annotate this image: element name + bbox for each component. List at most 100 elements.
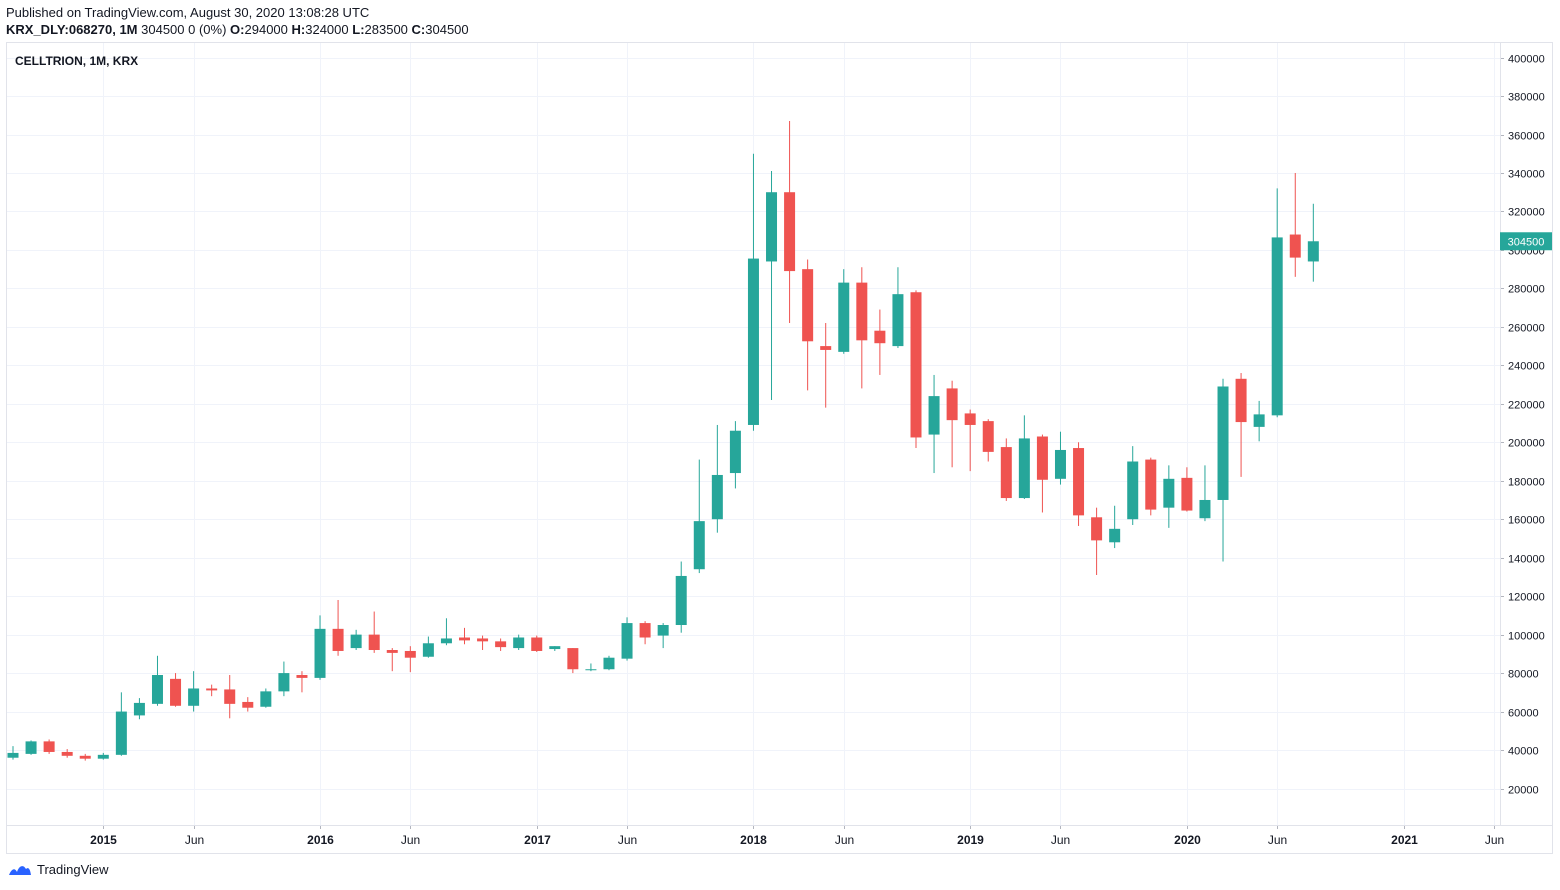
candle-body [766,192,778,262]
candle-body [477,638,489,642]
tradingview-brand[interactable]: TradingView [8,862,109,877]
candle [1000,438,1012,501]
candle-body [1054,449,1066,479]
brand-label: TradingView [37,862,109,877]
x-tick-label: Jun [1268,833,1287,847]
candle-body [1235,378,1247,423]
x-tick-label: 2018 [740,833,767,847]
candle-body [964,413,976,425]
candle [1073,442,1085,526]
candle-body [946,388,958,421]
candle [115,692,127,756]
low-value: 283500 [364,22,408,37]
candle-body [133,702,145,716]
chart-frame [6,42,1553,854]
candle [440,618,452,646]
candle [170,673,182,707]
candle-body [495,641,507,648]
candle [856,267,868,389]
candle [549,646,561,651]
candle [1289,172,1301,277]
candle [133,698,145,720]
close-label: C: [411,22,426,37]
candle [946,380,958,468]
candle-body [260,691,272,707]
candle [459,627,470,645]
y-tick-label: 340000 [1508,169,1545,181]
open-value: 294000 [244,22,288,37]
candle-body [1000,447,1012,499]
x-tick-label: 2020 [1174,833,1201,847]
y-tick-label: 380000 [1508,92,1545,104]
last-price-label: 304500 [1508,236,1545,248]
candle [657,623,669,649]
candle [621,617,633,661]
candle-body [61,751,73,756]
candle [982,419,994,462]
candle [1163,465,1175,528]
ohlc-header: KRX_DLY:068270, 1M 304500 0 (0%) O:29400… [6,22,469,37]
y-tick-label: 120000 [1508,592,1545,604]
grid [7,43,1500,825]
candle [1018,415,1030,500]
candle-body [675,575,687,626]
candle [43,739,55,754]
candle [278,661,290,697]
y-tick-label: 40000 [1508,746,1539,758]
candle [1091,507,1103,575]
candle [350,629,362,651]
candle [386,648,398,672]
x-tick-label: Jun [618,833,637,847]
candle [747,153,759,431]
candle [404,646,416,673]
open-label: O: [230,22,245,37]
x-tick-label: Jun [1051,833,1070,847]
candle-body [1109,528,1121,543]
candle-body [404,650,416,658]
candle-body [838,282,850,352]
candle [25,740,37,755]
candle [784,121,796,324]
candle-body [603,657,615,670]
candle-body [7,752,19,758]
candle [224,675,236,719]
candle-body [350,634,362,649]
candle-body [296,675,308,678]
candle [296,671,308,693]
symbol-text: KRX_DLY:068270, 1M [6,22,138,37]
y-tick-label: 160000 [1508,515,1545,527]
candle-body [1145,459,1157,510]
candle-body [1018,438,1030,499]
candle-body [711,474,723,520]
candle-body [170,678,182,706]
candle-body [79,755,91,759]
candle-body [1307,241,1319,262]
candle-body [657,625,669,636]
candle-body [1091,517,1103,541]
candle [874,309,886,375]
candles [7,121,1319,761]
candle-body [115,711,127,755]
candle [1235,373,1247,477]
candle [585,663,597,672]
candle-body [422,643,434,657]
candle [332,599,344,656]
candle [1217,378,1229,562]
candle [1253,400,1265,442]
candle-body [621,623,633,659]
candle [495,638,507,651]
candle [97,752,109,760]
last-price-tag [1500,232,1552,251]
candle-body [1253,414,1265,427]
candle [1199,465,1211,522]
candle [802,259,814,391]
candle [1307,203,1319,282]
candle [151,655,163,706]
candle-body [1127,461,1139,520]
low-label: L: [352,22,365,37]
candle [693,459,705,574]
candle-body [549,646,561,650]
y-tick-label: 280000 [1508,284,1545,296]
candle [314,615,326,680]
